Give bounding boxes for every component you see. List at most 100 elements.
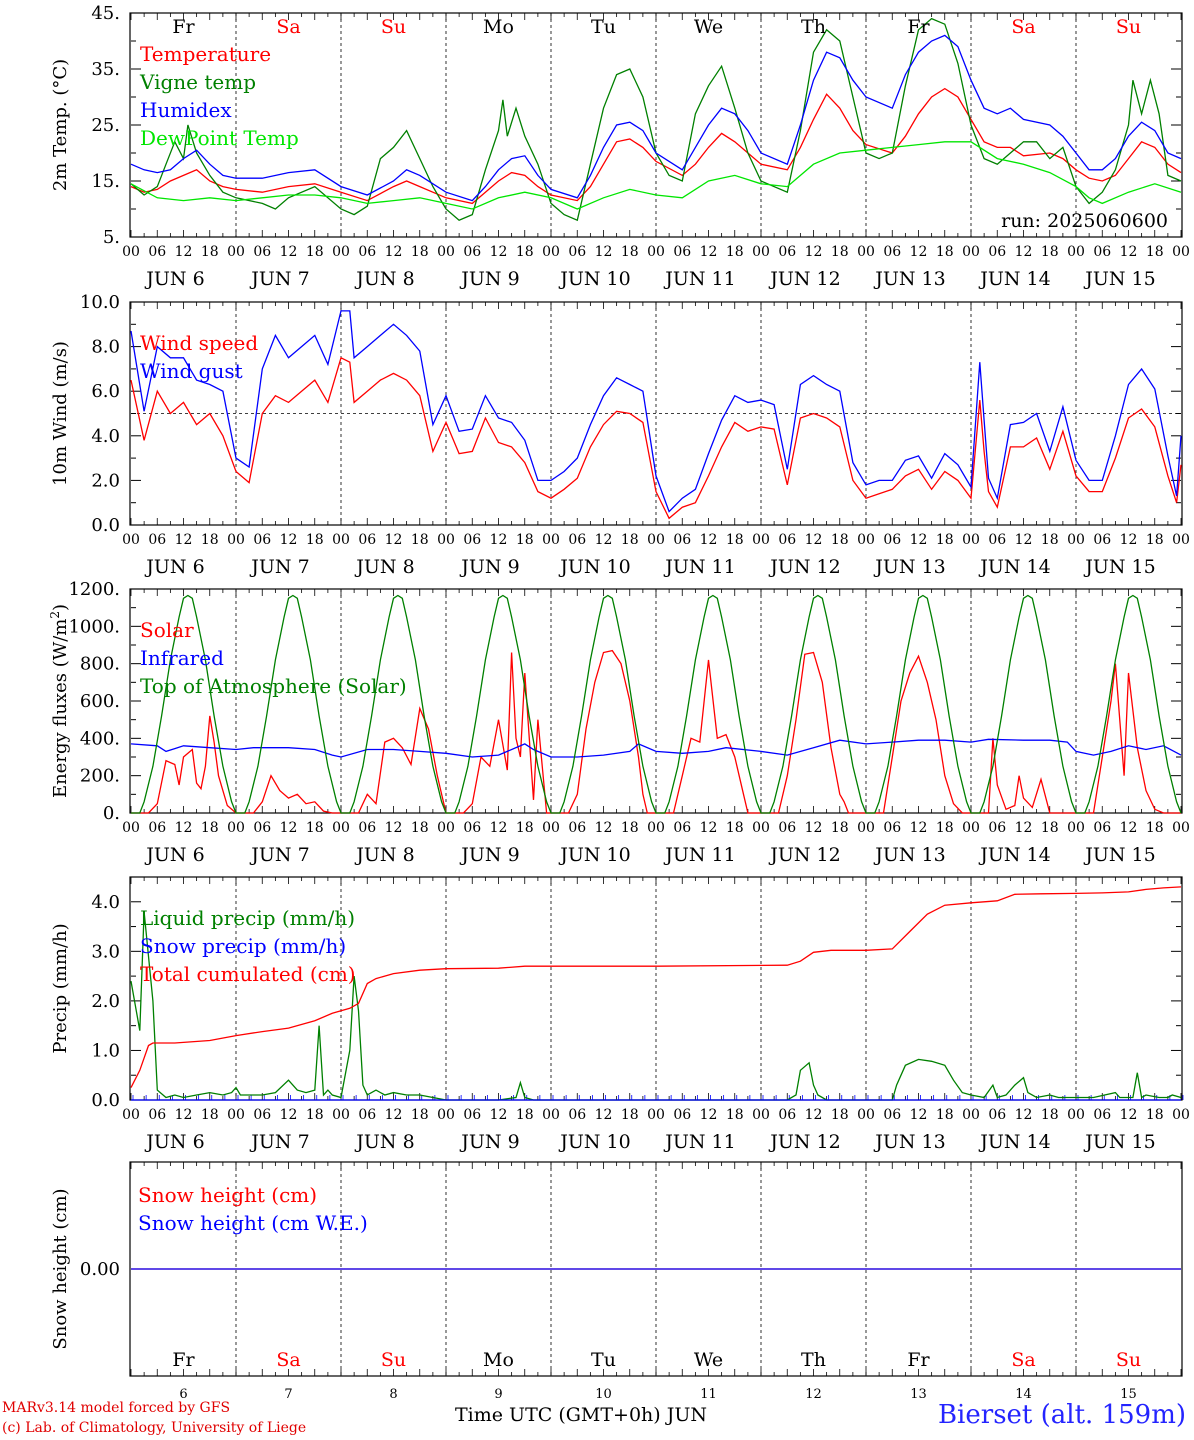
hour-label: 00 bbox=[962, 532, 980, 548]
hour-label: 00 bbox=[647, 820, 665, 836]
hour-label: 18 bbox=[1146, 820, 1164, 836]
hour-label: 00 bbox=[857, 820, 875, 836]
hour-label: 00 bbox=[1067, 820, 1085, 836]
hour-label: 12 bbox=[805, 532, 823, 548]
hour-label: 06 bbox=[463, 820, 481, 836]
hour-label: 12 bbox=[805, 244, 823, 260]
legend-entry: Snow height (cm) bbox=[138, 1183, 317, 1207]
date-label: JUN 14 bbox=[978, 556, 1050, 578]
day-number-label: 6 bbox=[179, 1387, 187, 1400]
day-number-label: 14 bbox=[1015, 1387, 1032, 1400]
hour-label: 12 bbox=[385, 820, 403, 836]
x-axis-title: Time UTC (GMT+0h) JUN bbox=[455, 1404, 707, 1426]
y-tick-label: 200. bbox=[80, 766, 120, 787]
hour-label: 00 bbox=[542, 532, 560, 548]
hour-label: 06 bbox=[883, 244, 901, 260]
hour-label: 18 bbox=[1146, 1107, 1164, 1123]
hour-label: 18 bbox=[726, 532, 744, 548]
meteogram-chart: 5. 15. 25. 35. 45. 2m Temp. (°C) Temperature Vi… bbox=[48, 3, 1190, 1400]
hour-label: 12 bbox=[910, 1107, 928, 1123]
date-label: JUN 15 bbox=[1083, 556, 1155, 578]
y-tick-label: 0.0 bbox=[91, 515, 120, 536]
hour-label: 00 bbox=[647, 1107, 665, 1123]
day-name-label: Su bbox=[381, 1349, 406, 1371]
hour-label: 12 bbox=[700, 1107, 718, 1123]
series-line-temperature bbox=[130, 87, 1182, 205]
date-label: JUN 13 bbox=[873, 268, 945, 290]
panel-frame bbox=[129, 588, 1183, 814]
hour-label: 06 bbox=[568, 1107, 586, 1123]
y-tick-label: 0.00 bbox=[80, 1259, 120, 1280]
hour-label: 00 bbox=[122, 1107, 140, 1123]
hour-label: 12 bbox=[1120, 820, 1138, 836]
hour-label: 00 bbox=[857, 532, 875, 548]
hour-label: 12 bbox=[175, 820, 193, 836]
hour-label: 18 bbox=[936, 820, 954, 836]
hour-label: 18 bbox=[1041, 1107, 1059, 1123]
hour-label: 06 bbox=[1093, 244, 1111, 260]
hour-label: 12 bbox=[805, 1107, 823, 1123]
hour-label: 00 bbox=[542, 820, 560, 836]
hour-label: 18 bbox=[621, 532, 639, 548]
hour-label: 06 bbox=[778, 1107, 796, 1123]
hour-label: 12 bbox=[700, 532, 718, 548]
date-label: JUN 15 bbox=[1083, 268, 1155, 290]
date-label: JUN 12 bbox=[768, 556, 840, 578]
hour-label: 06 bbox=[883, 532, 901, 548]
hour-label: 12 bbox=[490, 1107, 508, 1123]
y-tick-label: 25. bbox=[91, 115, 120, 136]
y-tick-label: 8.0 bbox=[91, 337, 120, 358]
hour-label: 00 bbox=[122, 532, 140, 548]
legend-entry: Vigne temp bbox=[139, 70, 256, 94]
legend-entry: Snow precip (mm/h) bbox=[140, 934, 346, 958]
date-label: JUN 12 bbox=[768, 844, 840, 866]
hour-label: 18 bbox=[1146, 532, 1164, 548]
hour-label: 06 bbox=[778, 244, 796, 260]
hour-label: 18 bbox=[621, 1107, 639, 1123]
hour-label: 06 bbox=[463, 532, 481, 548]
hour-label: 06 bbox=[568, 244, 586, 260]
hour-label: 06 bbox=[673, 1107, 691, 1123]
hour-label: 06 bbox=[463, 1107, 481, 1123]
hour-label: 12 bbox=[595, 820, 613, 836]
series-line-infrared bbox=[130, 738, 1182, 758]
hour-label: 00 bbox=[647, 532, 665, 548]
hour-label: 18 bbox=[411, 532, 429, 548]
hour-label: 06 bbox=[358, 1107, 376, 1123]
hour-label: 12 bbox=[1120, 532, 1138, 548]
day-name-label: Th bbox=[801, 1349, 826, 1371]
panel-snow: 0.00 Snow height (cm) Snow height (cm) Snow… bbox=[50, 1161, 1183, 1400]
day-number-label: 7 bbox=[284, 1387, 292, 1400]
hour-label: 18 bbox=[201, 820, 219, 836]
y-tick-label: 4.0 bbox=[91, 426, 120, 447]
hour-label: 00 bbox=[752, 244, 770, 260]
hour-label: 12 bbox=[1015, 244, 1033, 260]
date-label: JUN 12 bbox=[768, 1131, 840, 1153]
hour-label: 06 bbox=[1093, 820, 1111, 836]
hour-label: 12 bbox=[1120, 244, 1138, 260]
y-tick-label: 2.0 bbox=[91, 470, 120, 491]
hour-label: 06 bbox=[988, 532, 1006, 548]
panel-temp: 5. 15. 25. 35. 45. 2m Temp. (°C) Temperature Vi… bbox=[50, 3, 1190, 290]
date-label: JUN 14 bbox=[978, 1131, 1050, 1153]
hour-label: 12 bbox=[595, 244, 613, 260]
hour-label: 12 bbox=[385, 532, 403, 548]
y-tick-label: 45. bbox=[91, 3, 120, 24]
hour-label: 18 bbox=[1041, 532, 1059, 548]
day-name-label: Su bbox=[381, 16, 406, 38]
hour-label: 12 bbox=[385, 1107, 403, 1123]
hour-label: 18 bbox=[306, 532, 324, 548]
series-line-top-of-atmosphere-solar- bbox=[131, 594, 1182, 814]
hour-label: 12 bbox=[805, 820, 823, 836]
y-tick-label: 15. bbox=[91, 171, 120, 192]
hour-label: 18 bbox=[621, 820, 639, 836]
hour-label: 12 bbox=[175, 244, 193, 260]
date-label: JUN 10 bbox=[558, 1131, 630, 1153]
day-name-label: Fr bbox=[172, 1349, 195, 1371]
y-tick-label: 1.0 bbox=[91, 1040, 120, 1061]
hour-label: 12 bbox=[175, 1107, 193, 1123]
hour-label: 00 bbox=[437, 244, 455, 260]
date-label: JUN 11 bbox=[663, 844, 735, 866]
hour-label: 12 bbox=[385, 244, 403, 260]
hour-label: 00 bbox=[437, 532, 455, 548]
